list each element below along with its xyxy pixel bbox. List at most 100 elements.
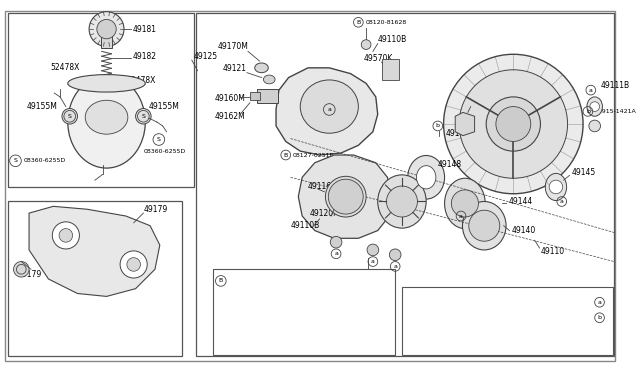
- Ellipse shape: [589, 120, 600, 132]
- Circle shape: [459, 70, 568, 178]
- Circle shape: [97, 19, 116, 39]
- Bar: [250, 92, 260, 100]
- Text: 49110: 49110: [540, 247, 564, 256]
- Text: [FROM AUG.'89]: [FROM AUG.'89]: [219, 324, 275, 331]
- Text: b.PARTS CODE 49151 ..............: b.PARTS CODE 49151 ..............: [419, 315, 522, 321]
- Circle shape: [52, 222, 79, 249]
- Ellipse shape: [264, 75, 275, 84]
- Text: 49116: 49116: [308, 183, 332, 192]
- Text: [FROM JUL.'88: [FROM JUL.'88: [219, 289, 268, 296]
- Ellipse shape: [325, 176, 366, 217]
- Ellipse shape: [85, 100, 128, 134]
- Text: a: a: [328, 107, 332, 112]
- Circle shape: [590, 102, 600, 112]
- Text: 49149P: 49149P: [219, 313, 245, 319]
- Circle shape: [13, 262, 29, 277]
- Circle shape: [468, 210, 500, 241]
- Ellipse shape: [587, 97, 602, 116]
- Text: 08124-03528: 08124-03528: [228, 278, 276, 284]
- Ellipse shape: [68, 75, 145, 92]
- Text: A/90 | 0069: A/90 | 0069: [570, 339, 605, 345]
- Text: B: B: [284, 153, 288, 157]
- Text: a: a: [560, 199, 564, 204]
- Circle shape: [127, 258, 140, 271]
- Text: a: a: [393, 264, 397, 269]
- Circle shape: [328, 179, 364, 214]
- Text: a: a: [589, 88, 593, 93]
- Ellipse shape: [463, 202, 506, 250]
- Bar: [381, 59, 399, 80]
- Ellipse shape: [68, 76, 145, 168]
- Ellipse shape: [445, 178, 485, 229]
- Text: a: a: [598, 300, 602, 305]
- Text: 08127-0251E: 08127-0251E: [292, 153, 334, 157]
- Text: 49145: 49145: [572, 168, 596, 177]
- Bar: [100, 33, 113, 48]
- Text: 49130: 49130: [470, 98, 495, 107]
- Text: 49110B: 49110B: [291, 221, 320, 230]
- Text: b: b: [598, 315, 602, 320]
- Text: b: b: [586, 109, 590, 114]
- Polygon shape: [455, 112, 475, 136]
- Text: B: B: [356, 20, 360, 25]
- Circle shape: [389, 249, 401, 260]
- Text: S: S: [13, 158, 17, 163]
- Text: 49179: 49179: [17, 270, 42, 279]
- Circle shape: [136, 109, 151, 124]
- Text: 49125: 49125: [194, 52, 218, 61]
- Text: S: S: [157, 137, 161, 142]
- Circle shape: [367, 244, 379, 256]
- Text: b: b: [436, 124, 440, 128]
- Polygon shape: [298, 155, 392, 238]
- Text: 49144: 49144: [509, 197, 532, 206]
- Text: 08120-81628: 08120-81628: [366, 20, 408, 25]
- Text: a: a: [459, 214, 463, 218]
- Bar: [196, 13, 614, 356]
- Polygon shape: [276, 68, 378, 155]
- Circle shape: [444, 54, 583, 194]
- Circle shape: [330, 236, 342, 248]
- Text: 08360-6255D: 08360-6255D: [143, 149, 186, 154]
- Text: 49140: 49140: [511, 226, 536, 235]
- Text: 49120M: 49120M: [310, 209, 340, 218]
- Ellipse shape: [255, 63, 268, 73]
- Text: 49110B: 49110B: [378, 35, 407, 44]
- Ellipse shape: [408, 155, 445, 199]
- Circle shape: [549, 180, 563, 194]
- Bar: [402, 287, 613, 355]
- Bar: [213, 269, 395, 355]
- Text: 52478X: 52478X: [51, 63, 80, 72]
- Text: 49111: 49111: [445, 129, 470, 138]
- Circle shape: [59, 229, 73, 242]
- Text: 49155M: 49155M: [27, 102, 58, 111]
- Text: 49111B: 49111B: [600, 81, 630, 90]
- Text: 52478X: 52478X: [126, 76, 156, 85]
- Text: 49155M: 49155M: [148, 102, 179, 111]
- Text: 08915-1421A: 08915-1421A: [595, 109, 636, 114]
- Circle shape: [387, 186, 417, 217]
- Text: a: a: [371, 259, 375, 264]
- Circle shape: [62, 109, 77, 124]
- Bar: [257, 89, 278, 103]
- Text: a: a: [334, 251, 338, 256]
- Ellipse shape: [417, 166, 436, 189]
- Text: B: B: [219, 278, 223, 283]
- Text: NOTES: a.PARTS CODE 49110K..............: NOTES: a.PARTS CODE 49110K..............: [409, 299, 540, 305]
- Text: 49181: 49181: [132, 25, 157, 33]
- Text: 49160M: 49160M: [215, 94, 246, 103]
- Text: 49179: 49179: [143, 205, 168, 214]
- Circle shape: [486, 97, 540, 151]
- Text: 49182: 49182: [132, 52, 157, 61]
- Circle shape: [496, 107, 531, 141]
- Circle shape: [361, 40, 371, 49]
- Bar: [8, 202, 182, 356]
- Text: 49162M: 49162M: [215, 112, 246, 121]
- Ellipse shape: [300, 80, 358, 133]
- Text: 08360-6255D: 08360-6255D: [23, 158, 65, 163]
- Circle shape: [120, 251, 147, 278]
- Text: 49121: 49121: [223, 64, 247, 73]
- Ellipse shape: [545, 173, 566, 201]
- Circle shape: [451, 190, 479, 217]
- Text: 49570K: 49570K: [364, 54, 392, 62]
- Text: S: S: [141, 114, 145, 119]
